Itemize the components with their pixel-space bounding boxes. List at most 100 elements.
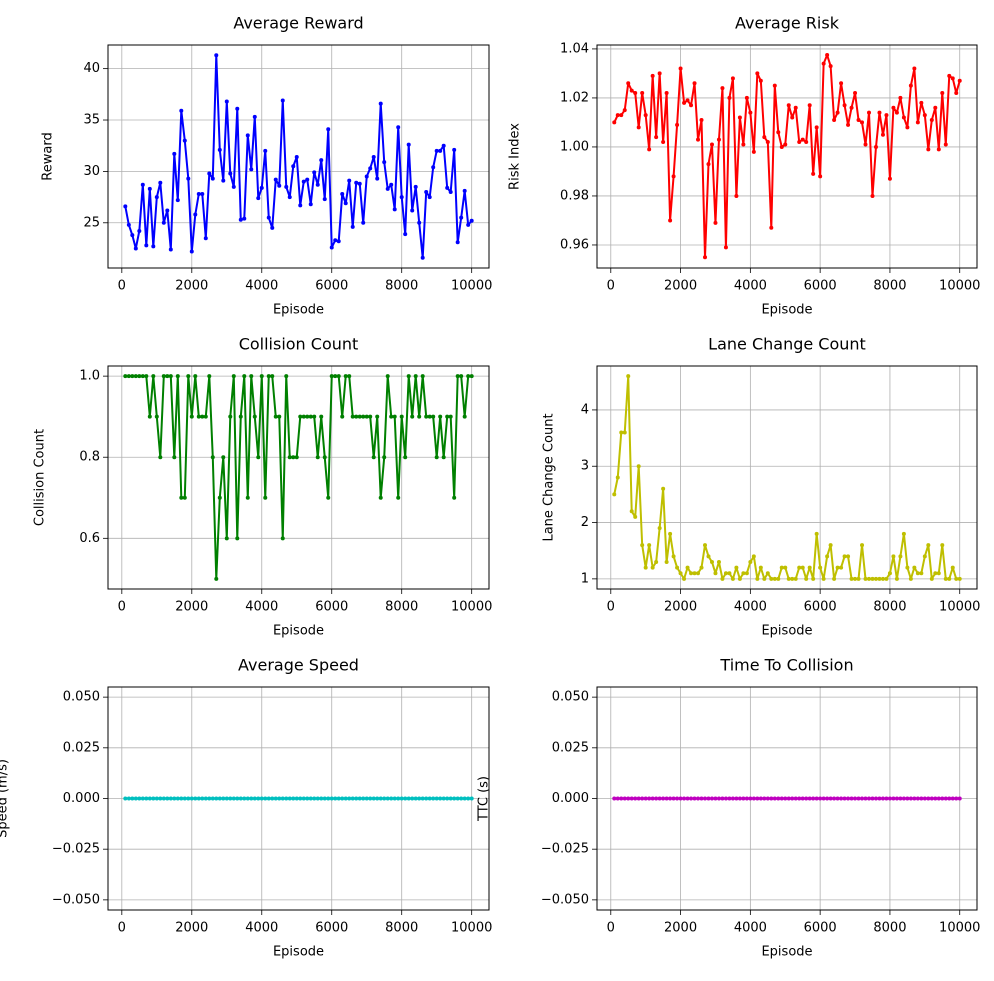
y-tick-label: 4 — [581, 402, 589, 417]
point — [682, 576, 687, 581]
point — [905, 565, 910, 570]
point — [957, 78, 962, 83]
point — [654, 796, 659, 801]
point — [455, 240, 460, 245]
point — [245, 796, 250, 801]
point — [741, 571, 746, 576]
point — [427, 796, 432, 801]
point — [734, 193, 739, 198]
point — [179, 108, 184, 113]
point — [671, 554, 676, 559]
point — [856, 796, 861, 801]
point — [242, 374, 247, 379]
point — [737, 796, 742, 801]
y-tick-label: 0.000 — [63, 791, 100, 806]
point — [696, 796, 701, 801]
point — [179, 796, 184, 801]
point — [880, 576, 885, 581]
point — [828, 543, 833, 548]
point — [696, 571, 701, 576]
point — [375, 176, 380, 181]
point — [713, 220, 718, 225]
x-tick-label: 8000 — [385, 921, 418, 936]
point — [950, 796, 955, 801]
point — [368, 414, 373, 419]
point — [273, 177, 278, 182]
point — [336, 239, 341, 244]
point — [901, 531, 906, 536]
point — [856, 576, 861, 581]
y-tick-label: 1.0 — [79, 369, 100, 384]
point — [919, 100, 924, 105]
point — [706, 162, 711, 167]
x-tick-label: 10000 — [939, 921, 980, 936]
plot-area — [123, 374, 474, 581]
y-tick-label: 1.02 — [560, 90, 589, 105]
point — [898, 554, 903, 559]
point — [751, 149, 756, 154]
series-line — [124, 54, 473, 259]
point — [214, 796, 219, 801]
point — [266, 215, 271, 220]
point — [709, 559, 714, 564]
subplot: 0 2000 4000 6000 8000 10000 −0.050 −0.025 0.000 0… — [0, 656, 492, 960]
point — [186, 176, 191, 181]
plot-area — [612, 374, 962, 581]
point — [804, 140, 809, 145]
point — [622, 796, 627, 801]
point — [375, 796, 380, 801]
point — [308, 796, 313, 801]
point — [168, 796, 173, 801]
plot-area — [123, 796, 474, 801]
point — [772, 796, 777, 801]
point — [455, 374, 460, 379]
point — [716, 796, 721, 801]
point — [943, 142, 948, 147]
point — [640, 796, 645, 801]
point — [158, 455, 163, 460]
point — [821, 576, 826, 581]
point — [706, 796, 711, 801]
y-tick-label: 35 — [83, 113, 100, 128]
axes-frame — [596, 365, 978, 590]
point — [410, 414, 415, 419]
point — [210, 176, 215, 181]
point — [936, 796, 941, 801]
point — [308, 202, 313, 207]
point — [689, 571, 694, 576]
chart-title: Average Speed — [238, 656, 359, 675]
point — [926, 796, 931, 801]
axes-frame — [596, 44, 978, 269]
point — [657, 796, 662, 801]
point — [797, 796, 802, 801]
point — [647, 796, 652, 801]
point — [657, 526, 662, 531]
point — [758, 796, 763, 801]
point — [340, 796, 345, 801]
point — [915, 796, 920, 801]
point — [730, 76, 735, 81]
y-axis-label: Risk Index — [508, 123, 523, 190]
point — [371, 155, 376, 160]
point — [769, 796, 774, 801]
x-tick-label: 2000 — [175, 921, 208, 936]
point — [860, 120, 865, 125]
point — [431, 165, 436, 170]
chart-title: Lane Change Count — [708, 335, 866, 354]
point — [751, 554, 756, 559]
y-tick-label: 0.6 — [79, 531, 100, 546]
point — [259, 796, 264, 801]
point — [291, 164, 296, 169]
point — [259, 185, 264, 190]
point — [203, 236, 208, 241]
point — [263, 495, 268, 500]
point — [849, 105, 854, 110]
point — [744, 571, 749, 576]
point — [354, 796, 359, 801]
point — [699, 796, 704, 801]
point — [130, 796, 135, 801]
point — [396, 125, 401, 130]
point — [636, 125, 641, 130]
point — [873, 144, 878, 149]
series-line — [125, 375, 472, 580]
